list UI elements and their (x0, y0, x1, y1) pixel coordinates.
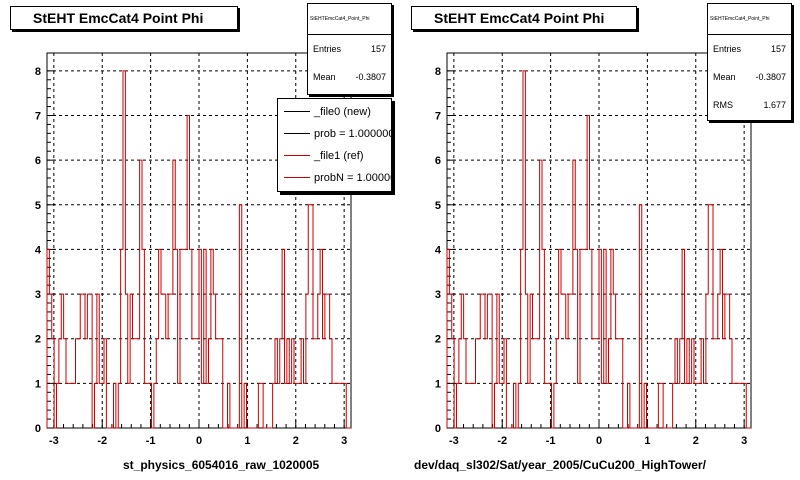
panel-2-y-tick-label: 4 (435, 244, 442, 256)
legend-swatch-black (284, 133, 310, 134)
panel-1-y-tick-label: 3 (35, 289, 41, 301)
panel-1-x-tick-label: 2 (293, 435, 299, 447)
panel-2-y-tick-label: 8 (435, 66, 441, 78)
panel-1-y-tick-label: 5 (35, 200, 41, 212)
panel-2-x-tick-label: -1 (546, 435, 556, 447)
panel-1-y-tick-label: 6 (35, 155, 41, 167)
panel-2-y-tick-label: 6 (435, 155, 441, 167)
panel-1-y-tick-label: 1 (35, 378, 41, 390)
panel-2-y-tick-label: 1 (435, 378, 441, 390)
panel-2-stats-row: RMS 1.677 (708, 91, 791, 119)
panel-1-x-tick-label: -2 (97, 435, 107, 447)
legend-label: probN = 1.000000 (314, 172, 391, 184)
panel-1-stats-row: Entries 157 (308, 35, 391, 63)
panel-2-y-tick-label: 3 (435, 289, 441, 301)
panel-2-stats-entries-value: 157 (770, 44, 786, 54)
panel-1-x-tick-label: 3 (341, 435, 347, 447)
panel-1-x-tick-label: 1 (244, 435, 250, 447)
panel-2-stats-row: Entries 157 (708, 35, 791, 63)
panel-1-stats-mean-value: -0.3807 (355, 72, 386, 82)
panel-1-stats-row: Mean -0.3807 (308, 63, 391, 91)
panel-1-stats-box: StEHTEmcCat4_Point_Phi Entries 157 Mean … (307, 3, 392, 95)
panel-2-stats-entries-label: Entries (713, 44, 742, 54)
legend-entry-file0: _file0 (new) (278, 101, 391, 123)
legend-swatch-black (284, 111, 310, 112)
panel-1-y-tick-label: 8 (35, 66, 41, 78)
legend-entry-probn: probN = 1.000000 (278, 167, 391, 189)
panel-2-y-tick-label: 2 (435, 334, 441, 346)
panel-2-histogram-ref (446, 70, 751, 429)
panel-2-stats-mean-label: Mean (713, 72, 736, 82)
panel-1-stats-name: StEHTEmcCat4_Point_Phi (308, 4, 391, 35)
panel-2-x-tick-label: 2 (693, 435, 699, 447)
panel-2-stats-rms-label: RMS (713, 100, 733, 110)
panel-1-x-tick-label: 0 (196, 435, 202, 447)
panel-2-x-tick-label: -2 (497, 435, 507, 447)
panel-2-x-axis-title: dev/daq_sl302/Sat/year_2005/CuCu200_High… (414, 458, 706, 472)
legend-entry-file1: _file1 (ref) (278, 145, 391, 167)
panel-1-x-tick-label: -1 (146, 435, 156, 447)
panel-2-title: StEHT EmcCat4 Point Phi (411, 6, 637, 30)
panel-1-y-tick-label: 7 (35, 111, 41, 123)
legend-entry-prob: prob = 1.000000 (278, 123, 391, 145)
panel-2-stats-mean-value: -0.3807 (755, 72, 786, 82)
panel-2-stats-row: Mean -0.3807 (708, 63, 791, 91)
panel-2-y-tick-label: 5 (435, 200, 441, 212)
panel-2-stats-name: StEHTEmcCat4_Point_Phi (708, 4, 791, 35)
legend-swatch-red (284, 155, 310, 156)
panel-1-legend: _file0 (new) prob = 1.000000 _file1 (ref… (277, 98, 392, 192)
panel-1-stats-entries-label: Entries (313, 44, 342, 54)
panel-1-x-tick-label: -3 (49, 435, 59, 447)
panel-2-y-tick-label: 7 (435, 111, 441, 123)
panel-2-y-tick-label: 0 (435, 423, 441, 435)
panel-1-title: StEHT EmcCat4 Point Phi (10, 6, 238, 30)
legend-swatch-red (284, 177, 310, 178)
panel-2-x-tick-label: 0 (596, 435, 602, 447)
panel-1-stats-entries-value: 157 (370, 44, 386, 54)
panel-1-y-tick-label: 2 (35, 334, 41, 346)
legend-label: _file0 (new) (314, 106, 371, 118)
panel-1-y-tick-label: 0 (35, 423, 41, 435)
panel-2-stats-box: StEHTEmcCat4_Point_Phi Entries 157 Mean … (707, 3, 792, 121)
panel-1-stats-mean-label: Mean (313, 72, 336, 82)
legend-label: _file1 (ref) (314, 150, 364, 162)
panel-2-stats-rms-value: 1.677 (763, 100, 786, 110)
panel-2-x-tick-label: 1 (644, 435, 650, 447)
panel-1-histogram-ref (46, 70, 351, 429)
legend-label: prob = 1.000000 (314, 128, 392, 140)
panel-1-x-axis-title: st_physics_6054016_raw_1020005 (123, 458, 320, 472)
panel-2-x-tick-label: 3 (741, 435, 747, 447)
panel-2-x-tick-label: -3 (449, 435, 459, 447)
panel-1-y-tick-label: 4 (35, 244, 42, 256)
